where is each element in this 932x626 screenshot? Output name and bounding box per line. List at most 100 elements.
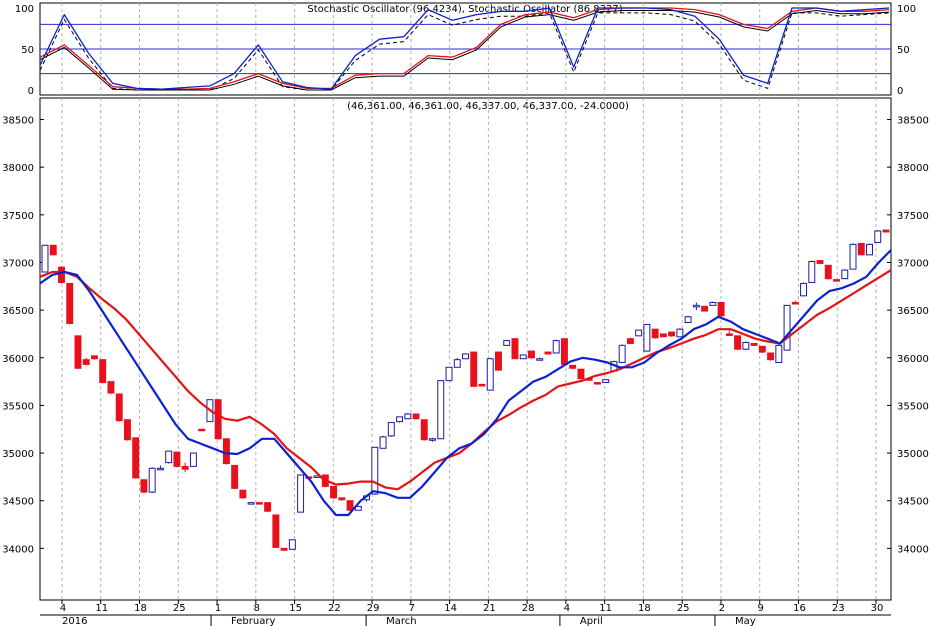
price-right-tick-label: 36500: [897, 306, 929, 317]
candle-body-down: [346, 500, 354, 511]
candle-body-down: [511, 338, 519, 360]
price-left-tick-label: 38000: [2, 163, 34, 174]
x-tick-label: 1: [215, 603, 221, 614]
candle-body-down: [824, 264, 832, 280]
candle-body-up: [849, 243, 857, 270]
candle-body-down: [49, 244, 57, 256]
month-label: February: [231, 616, 275, 626]
candle-body-down: [66, 282, 74, 324]
candle-body-up: [462, 353, 469, 360]
price-left-tick-label: 37000: [2, 258, 34, 269]
price-right-tick-label: 37500: [897, 211, 929, 222]
candle-body-down: [338, 497, 346, 501]
x-tick-label: 25: [173, 603, 186, 614]
candle-body-up: [676, 328, 684, 338]
candle-body-up: [643, 323, 651, 352]
candle-body-up: [486, 358, 494, 391]
candle-body-up: [148, 467, 156, 493]
month-label: March: [386, 616, 416, 626]
candle-body-down: [816, 260, 824, 264]
candle-body-up: [618, 344, 626, 364]
candle-body-down: [412, 413, 420, 420]
candle-body-down: [198, 428, 206, 432]
x-tick-label: 23: [832, 603, 845, 614]
candle-body-down: [264, 502, 272, 512]
candle-body-down: [123, 419, 131, 441]
candle-body-up: [288, 539, 296, 550]
candle-body-down: [544, 351, 552, 355]
candle-body-down: [478, 383, 486, 387]
candle-body-up: [156, 467, 164, 471]
candle-body-up: [519, 354, 527, 360]
stochastic-title: Stochastic Oscillator (96.4234), Stochas…: [307, 4, 622, 15]
candle-body-down: [626, 338, 634, 344]
price-right-tick-label: 34500: [897, 497, 929, 508]
x-tick-label: 15: [289, 603, 302, 614]
fast-moving-average-line: [39, 249, 892, 517]
slow-moving-average-line: [39, 269, 892, 491]
candle-body-down: [280, 547, 288, 551]
x-tick-label: 21: [483, 603, 496, 614]
candle-body-down: [173, 451, 181, 467]
candle-body-down: [734, 335, 742, 350]
candle-body-down: [239, 489, 247, 499]
price-left-tick-label: 38500: [2, 116, 34, 127]
stoch-right-tick-label: 50: [897, 45, 910, 56]
candle-body-down: [255, 502, 263, 505]
stoch-left-tick-label: 100: [15, 4, 34, 15]
candle-body-up: [552, 340, 560, 354]
price-panel-frame: [39, 97, 892, 601]
price-right-tick-label: 34000: [897, 544, 929, 555]
month-label: 2016: [62, 616, 87, 626]
candle-body-up: [437, 380, 445, 440]
x-tick-label: 4: [60, 603, 66, 614]
price-left-tick-label: 37500: [2, 211, 34, 222]
candle-body-up: [841, 269, 849, 280]
x-tick-label: 16: [793, 603, 806, 614]
x-tick-label: 4: [564, 603, 570, 614]
candle-body-down: [560, 338, 568, 365]
candle-body-up: [247, 502, 255, 505]
candle-body-down: [231, 464, 239, 489]
month-label: May: [735, 616, 756, 626]
x-tick-label: 22: [328, 603, 341, 614]
candle-body-up: [874, 230, 882, 243]
candle-body-up: [297, 474, 305, 513]
candle-body-down: [857, 242, 865, 256]
x-tick-label: 11: [95, 603, 108, 614]
stoch-fast-line: [39, 7, 890, 90]
candle-body-down: [659, 333, 667, 338]
candle-body-down: [470, 351, 478, 387]
candle-body-up: [808, 261, 816, 283]
candle-body-up: [445, 366, 453, 382]
candle-body-down: [725, 333, 733, 336]
x-tick-label: 2: [719, 603, 725, 614]
x-tick-label: 11: [599, 603, 612, 614]
candle-body-up: [866, 243, 873, 256]
candle-body-up: [709, 301, 717, 306]
candle-body-up: [387, 422, 395, 437]
candle-body-down: [833, 279, 840, 282]
price-right-tick-label: 38000: [897, 163, 929, 174]
candle-body-down: [717, 301, 725, 317]
candle-body-down: [593, 382, 601, 385]
price-left-tick-label: 35500: [2, 401, 34, 412]
candle-body-down: [330, 485, 338, 499]
candle-body-down: [758, 345, 766, 353]
stoch-right-tick-label: 100: [897, 4, 916, 15]
candle-body-up: [692, 304, 700, 308]
candle-body-up: [800, 282, 808, 297]
candle-body-down: [767, 352, 775, 361]
price-left-tick-label: 36500: [2, 306, 34, 317]
candle-body-up: [189, 452, 197, 467]
candle-body-down: [214, 399, 222, 440]
candle-body-down: [140, 479, 148, 493]
x-tick-label: 7: [409, 603, 415, 614]
candle-body-down: [58, 266, 65, 283]
x-tick-label: 9: [758, 603, 764, 614]
price-right-tick-label: 37000: [897, 258, 929, 269]
x-tick-label: 18: [638, 603, 651, 614]
candle-body-down: [107, 381, 115, 394]
price-left-tick-label: 34000: [2, 544, 34, 555]
candle-body-up: [742, 342, 750, 350]
